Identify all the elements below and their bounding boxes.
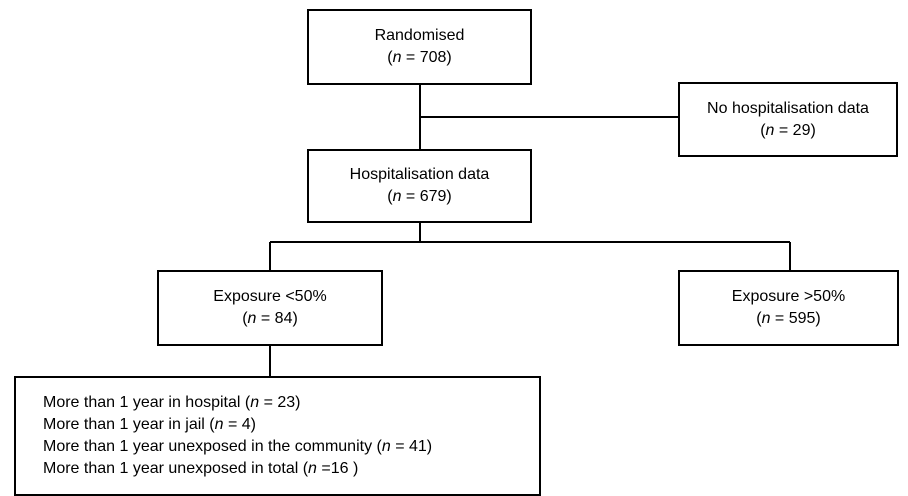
no-hospitalisation-box: No hospitalisation data (n = 29) xyxy=(678,82,898,157)
hospitalisation-data-count: (n = 679) xyxy=(387,188,452,205)
randomised-label: Randomised xyxy=(374,27,465,44)
exposure-low-box: Exposure <50% (n = 84) xyxy=(157,270,383,346)
randomised-box: Randomised (n = 708) xyxy=(307,9,532,85)
no-hospitalisation-count: (n = 29) xyxy=(760,121,816,139)
exposure-high-label: Exposure >50% xyxy=(731,288,846,305)
exposure-high-box: Exposure >50% (n = 595) xyxy=(678,270,899,346)
breakdown-item-jail: More than 1 year in jail (n = 4) xyxy=(43,416,257,433)
exposure-low-label: Exposure <50% xyxy=(213,288,327,305)
breakdown-item-community: More than 1 year unexposed in the commun… xyxy=(43,438,433,455)
hospitalisation-data-box: Hospitalisation data (n = 679) xyxy=(307,149,532,223)
breakdown-item-hospital: More than 1 year in hospital (n = 23) xyxy=(43,394,301,411)
hospitalisation-data-label: Hospitalisation data xyxy=(349,166,490,183)
breakdown-item-total: More than 1 year unexposed in total (n =… xyxy=(43,460,359,477)
no-hospitalisation-label: No hospitalisation data xyxy=(707,99,869,117)
exposure-low-count: (n = 84) xyxy=(242,310,298,327)
exposure-breakdown-box: More than 1 year in hospital (n = 23) Mo… xyxy=(14,376,541,496)
exposure-high-count: (n = 595) xyxy=(756,310,821,327)
randomised-count: (n = 708) xyxy=(387,49,452,66)
